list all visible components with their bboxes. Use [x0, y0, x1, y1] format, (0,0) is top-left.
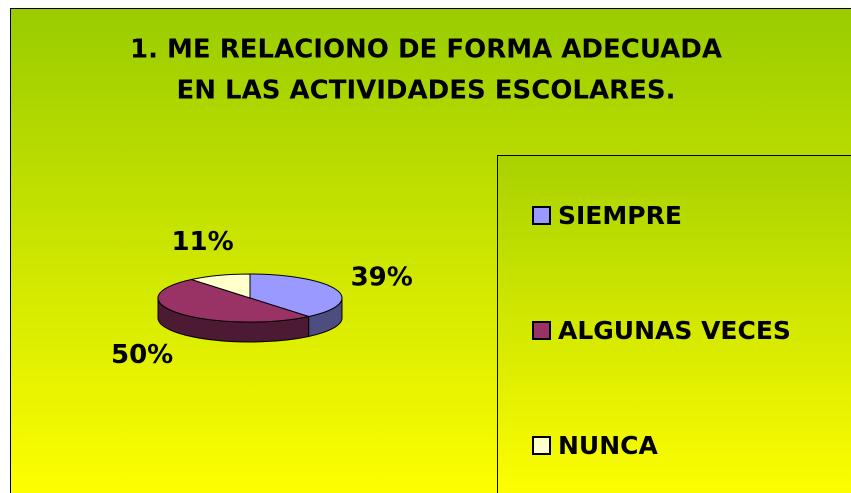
- pie: 39% 50% 11%: [111, 227, 413, 370]
- legend-label: SIEMPRE: [558, 201, 682, 230]
- data-label: 50%: [111, 340, 173, 370]
- legend-box: [497, 155, 851, 493]
- legend-swatch: [532, 436, 551, 455]
- slice: [249, 273, 343, 318]
- legend-label: ALGUNAS VECES: [558, 316, 791, 345]
- slice: [189, 273, 251, 299]
- slice: [157, 278, 311, 323]
- legend-swatch: [532, 321, 551, 340]
- chart-title: 1. ME RELACIONO DE FORMA ADECUADA: [130, 35, 722, 65]
- data-label: 11%: [171, 227, 233, 257]
- legend-swatch: [532, 206, 551, 225]
- legend-label: NUNCA: [558, 431, 658, 460]
- chart-title: EN LAS ACTIVIDADES ESCOLARES.: [176, 76, 675, 106]
- data-label: 39%: [351, 263, 413, 293]
- legend: SIEMPRE ALGUNAS VECES NUNCA: [497, 155, 851, 493]
